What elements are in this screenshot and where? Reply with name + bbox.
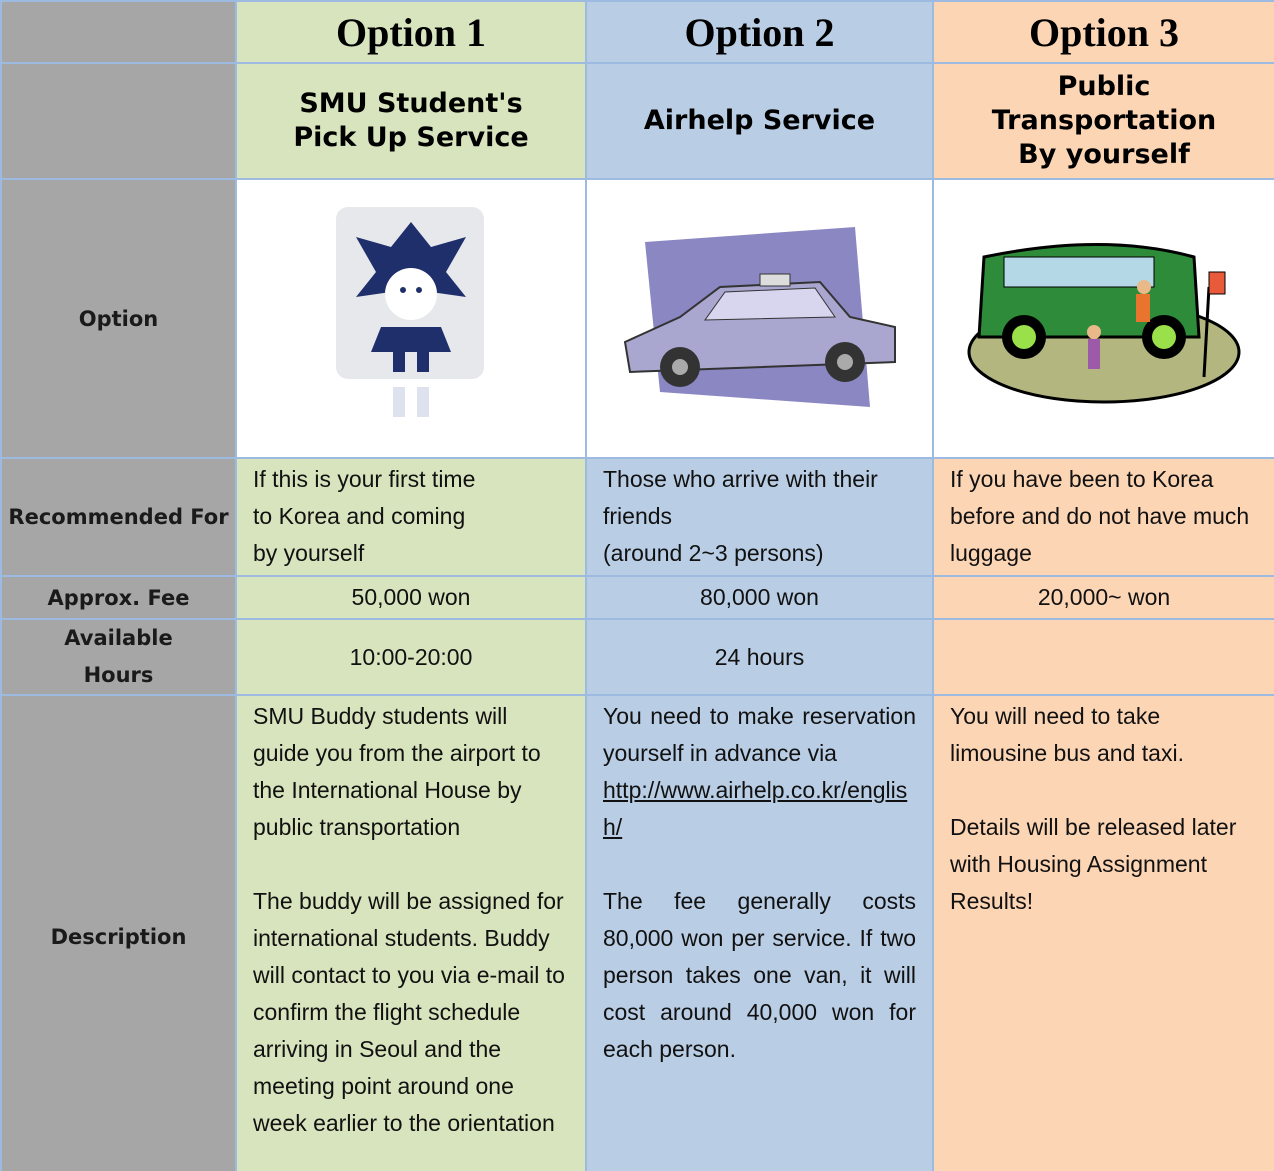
- cell: You will need to take limousine bus and …: [932, 694, 1274, 1171]
- cell: 80,000 won: [585, 575, 934, 620]
- cell: 20,000~ won: [932, 575, 1274, 620]
- service-name: SMU Student's Pick Up Service: [235, 62, 587, 180]
- line: Those who arrive with their friends: [603, 466, 878, 529]
- hours-row: Available Hours 10:00-20:00 24 hours: [0, 618, 1274, 696]
- cell: You need to make reservation yourself in…: [585, 694, 934, 1171]
- cell: [932, 618, 1274, 696]
- row-label: Description: [0, 694, 237, 1171]
- line: If this is your first time: [253, 466, 476, 492]
- cell: If you have been to Korea before and do …: [932, 457, 1274, 577]
- taxi-icon: [623, 226, 896, 407]
- fee-row: Approx. Fee 50,000 won 80,000 won 20,000…: [0, 575, 1274, 620]
- image-row: Option: [0, 178, 1274, 459]
- corner: [0, 0, 237, 64]
- bus-icon: [967, 242, 1241, 403]
- corner: [0, 62, 237, 180]
- service-row: SMU Student's Pick Up Service Airhelp Se…: [0, 62, 1274, 180]
- cell: If this is your first time to Korea and c…: [235, 457, 587, 577]
- line: If you have been to Korea before and do …: [950, 466, 1250, 566]
- bus-cell: [932, 178, 1274, 459]
- service-name: Airhelp Service: [585, 62, 934, 180]
- cell: 10:00-20:00: [235, 618, 587, 696]
- link[interactable]: http://www.airhelp.co.kr/english/: [603, 772, 916, 846]
- column-header: Option 3: [932, 0, 1274, 64]
- line: (around 2~3 persons): [603, 540, 824, 566]
- line: to Korea and coming: [253, 503, 466, 529]
- paragraph: Details will be released later with Hous…: [950, 814, 1237, 914]
- recommended-row: Recommended For If this is your first ti…: [0, 457, 1274, 577]
- service-name: Public Transportation By yourself: [932, 62, 1274, 180]
- cell: 50,000 won: [235, 575, 587, 620]
- link-text[interactable]: http://www.airhelp.co.kr/english/: [603, 777, 908, 840]
- paragraph: The fee generally costs 80,000 won per s…: [603, 888, 916, 1062]
- mascot-icon: [336, 206, 484, 417]
- header-row: Option 1 Option 2 Option 3: [0, 0, 1274, 64]
- paragraph: You need to make reservation yourself in…: [603, 703, 916, 766]
- paragraph: You will need to take limousine bus and …: [950, 703, 1184, 766]
- paragraph: SMU Buddy students will guide you from t…: [253, 703, 541, 840]
- cell: 24 hours: [585, 618, 934, 696]
- row-label: Recommended For: [0, 457, 237, 577]
- row-label: Available Hours: [0, 618, 237, 696]
- cell: Those who arrive with their friends (arou…: [585, 457, 934, 577]
- taxi-cell: [585, 178, 934, 459]
- column-header: Option 2: [585, 0, 934, 64]
- mascot-cell: [235, 178, 587, 459]
- row-label: Approx. Fee: [0, 575, 237, 620]
- description-row: Description SMU Buddy students will guid…: [0, 694, 1274, 1171]
- paragraph: The buddy will be assigned for internati…: [253, 888, 565, 1136]
- line: by yourself: [253, 540, 365, 566]
- row-label: Option: [0, 178, 237, 459]
- cell: SMU Buddy students will guide you from t…: [235, 694, 587, 1171]
- column-header: Option 1: [235, 0, 587, 64]
